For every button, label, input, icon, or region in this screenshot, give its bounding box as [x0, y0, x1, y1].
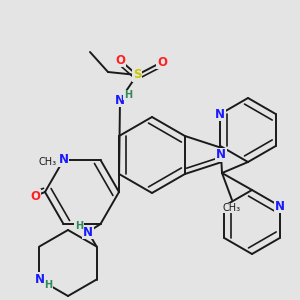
- Text: N: N: [34, 273, 44, 286]
- Text: CH₃: CH₃: [39, 157, 57, 167]
- Text: S: S: [133, 68, 141, 82]
- Text: H: H: [75, 221, 83, 231]
- Text: O: O: [30, 190, 40, 202]
- Text: O: O: [157, 56, 167, 68]
- Text: N: N: [83, 226, 93, 238]
- Text: N: N: [275, 200, 285, 212]
- Text: N: N: [215, 107, 225, 121]
- Text: H: H: [44, 280, 52, 290]
- Text: N: N: [216, 148, 226, 161]
- Text: N: N: [115, 94, 125, 106]
- Text: CH₃: CH₃: [223, 203, 241, 213]
- Text: H: H: [124, 90, 132, 100]
- Text: N: N: [58, 154, 68, 166]
- Text: O: O: [115, 53, 125, 67]
